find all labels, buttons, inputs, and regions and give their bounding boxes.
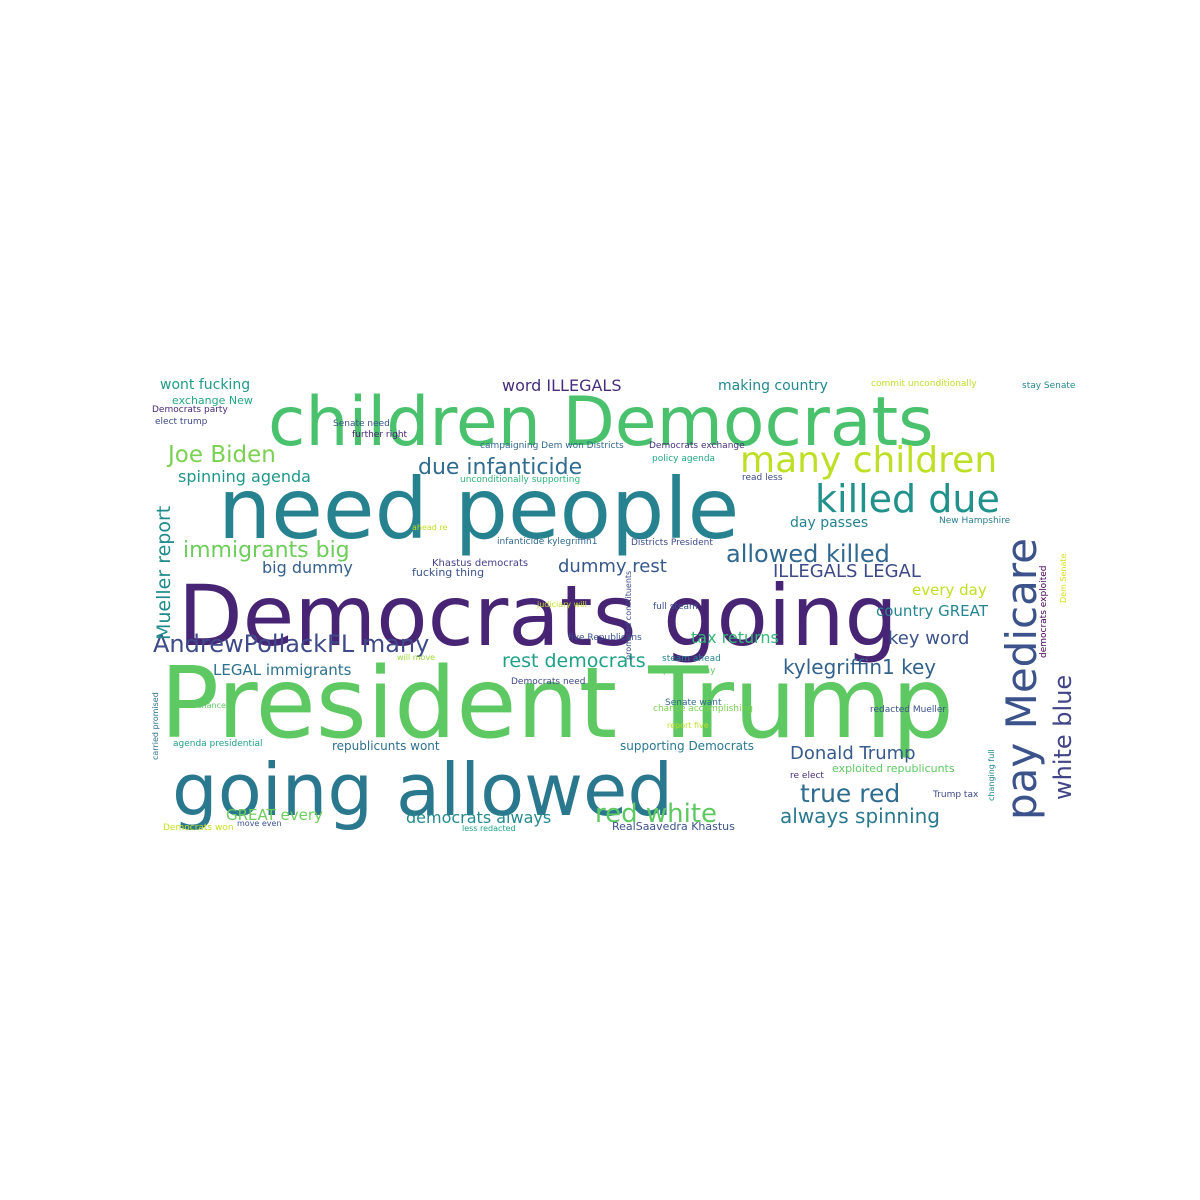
cloud-word: infanticide kylegriffin1 <box>497 537 597 547</box>
cloud-word: judiciary will <box>536 600 587 609</box>
cloud-word: AndrewPollackFL many <box>153 630 429 658</box>
cloud-word: word ILLEGALS <box>502 376 621 395</box>
cloud-word: promised constituents <box>624 571 633 660</box>
cloud-word: President Trump <box>160 647 954 761</box>
cloud-word: agenda presidential <box>173 739 263 749</box>
cloud-word: red white <box>595 799 717 829</box>
cloud-word: want chance <box>175 701 226 710</box>
cloud-word: full steam <box>653 602 698 612</box>
cloud-word: pay Medicare <box>997 538 1046 820</box>
cloud-word: Dem Senate <box>1059 553 1068 603</box>
cloud-word: immigrants big <box>183 538 350 563</box>
cloud-word: further right <box>352 430 408 440</box>
cloud-word: democrats always <box>406 808 551 827</box>
cloud-word: Khastus democrats <box>432 558 528 569</box>
cloud-word: democrats exploited <box>1039 566 1049 658</box>
cloud-word: redacted Mueller <box>870 705 946 715</box>
cloud-word: re elect <box>790 771 824 781</box>
cloud-word: campaigning Dem won Districts <box>480 441 624 451</box>
cloud-word: republicunts wont <box>332 739 440 753</box>
cloud-word: supporting Democrats <box>620 739 754 753</box>
cloud-word: move even <box>237 819 282 828</box>
cloud-word: spinning agenda <box>178 467 311 486</box>
cloud-word: allowed killed <box>726 540 890 568</box>
cloud-word: Mueller report <box>153 506 175 640</box>
cloud-word: making country <box>718 378 828 394</box>
cloud-word: big dummy <box>262 558 353 577</box>
cloud-word: white blue <box>1049 675 1077 800</box>
cloud-word: report five <box>667 721 709 730</box>
cloud-word: Democrats party <box>152 405 228 415</box>
cloud-word: need people <box>218 460 739 558</box>
cloud-word: exploited republicunts <box>832 762 955 775</box>
cloud-word: always spinning <box>780 804 940 828</box>
cloud-word: ahead re <box>412 523 448 532</box>
cloud-word: stay Senate <box>1022 381 1076 391</box>
cloud-word: read less <box>742 473 783 483</box>
cloud-word: elect trump <box>155 417 208 427</box>
cloud-word: LEGAL immigrants <box>213 661 352 679</box>
cloud-word: Democrats won <box>163 823 234 833</box>
cloud-word: rest democrats <box>502 650 646 672</box>
cloud-word: wont fucking <box>160 377 250 393</box>
cloud-word: changing full <box>987 749 996 801</box>
cloud-word: ILLEGALS LEGAL <box>773 561 921 582</box>
cloud-word: RealSaavedra Khastus <box>612 820 735 833</box>
cloud-word: killed due <box>815 477 1000 521</box>
cloud-word: day passes <box>790 515 868 531</box>
cloud-word: true red <box>800 779 900 808</box>
cloud-word: five Republicans <box>568 633 642 643</box>
cloud-word: Donald Trump <box>790 743 916 764</box>
cloud-word: going allowed <box>172 748 673 832</box>
cloud-word: Senate want <box>665 698 722 708</box>
cloud-word: Joe Biden <box>166 442 276 468</box>
cloud-word: fucking thing <box>412 566 484 579</box>
cloud-word: Districts President <box>631 538 713 548</box>
cloud-word: people stay <box>663 666 716 676</box>
cloud-word: Democrats going <box>178 567 898 665</box>
cloud-word: key word <box>888 628 969 649</box>
cloud-word: unconditionally supporting <box>460 475 580 485</box>
cloud-word: carried promised <box>151 692 160 760</box>
cloud-word: chance accomplishing <box>653 704 753 714</box>
cloud-word: will move <box>397 653 435 662</box>
cloud-word: New Hampshire <box>939 516 1011 526</box>
cloud-word: commit unconditionally <box>871 379 977 389</box>
cloud-word: every day <box>912 581 987 599</box>
cloud-word: Democrats exchange <box>649 441 745 451</box>
cloud-word: due infanticide <box>418 455 582 480</box>
cloud-word: tax returns <box>691 628 779 647</box>
cloud-word: GREAT every <box>226 806 323 824</box>
cloud-word: less redacted <box>462 824 516 833</box>
cloud-word: kylegriffin1 key <box>783 655 936 679</box>
cloud-word: children Democrats <box>268 383 934 462</box>
cloud-word: Democrats need <box>511 677 585 687</box>
cloud-word: steam ahead <box>662 654 721 664</box>
cloud-word: country GREAT <box>876 602 989 620</box>
cloud-word: Senate need <box>333 419 390 429</box>
cloud-word: policy agenda <box>652 454 715 464</box>
cloud-word: dummy rest <box>558 556 667 577</box>
cloud-word: Trump tax <box>932 790 979 800</box>
cloud-word: many children <box>740 440 997 481</box>
cloud-word: exchange New <box>172 394 253 407</box>
